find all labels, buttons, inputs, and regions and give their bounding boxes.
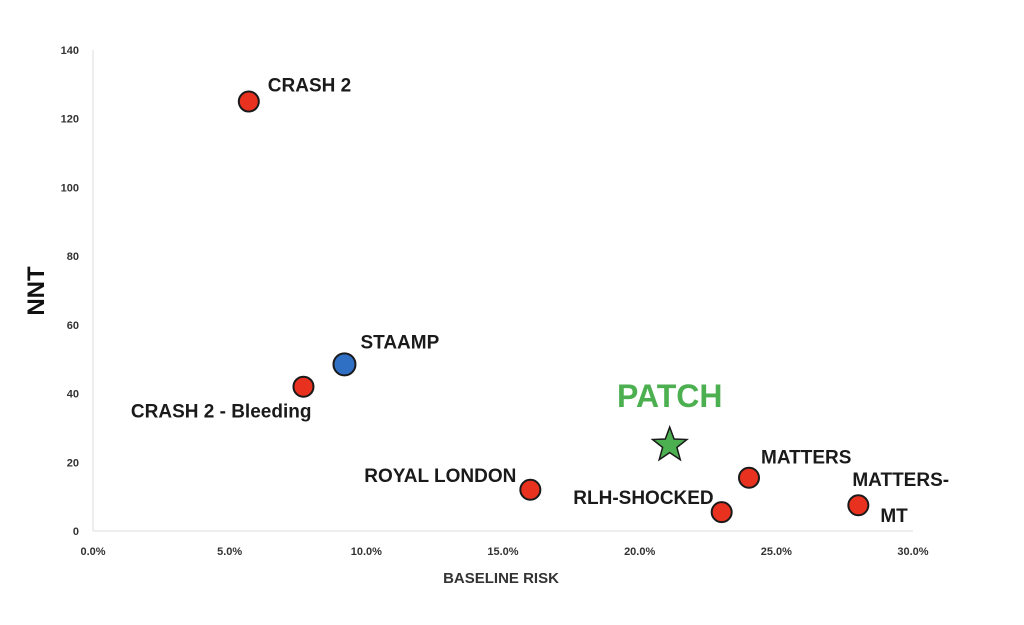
point-crash-2 xyxy=(237,90,260,113)
point-royal-london xyxy=(519,478,542,501)
point-label-matters-mt-line2: MT xyxy=(880,506,908,527)
point-crash-2-bleeding xyxy=(292,375,315,398)
y-tick-label: 20 xyxy=(67,457,79,469)
point-label-staamp: STAAMP xyxy=(360,332,439,353)
x-tick-label: 5.0% xyxy=(217,546,242,558)
x-tick-label: 30.0% xyxy=(897,546,928,558)
point-patch-star xyxy=(650,424,689,462)
axes xyxy=(92,50,913,532)
point-rlh-shocked xyxy=(710,501,733,524)
y-axis-title: NNT xyxy=(23,266,50,316)
y-tick-label: 120 xyxy=(61,114,79,126)
y-tick-labels: 0 20 40 60 80 100 120 140 xyxy=(61,45,79,538)
point-matters xyxy=(738,466,760,489)
x-tick-label: 0.0% xyxy=(80,546,105,558)
point-label-matters-mt-line1: MATTERS- xyxy=(852,470,949,491)
x-tick-label: 20.0% xyxy=(624,546,655,558)
x-tick-label: 10.0% xyxy=(351,546,382,558)
y-tick-label: 40 xyxy=(67,389,79,401)
y-tick-label: 80 xyxy=(67,251,79,263)
point-label-royal-london: ROYAL LONDON xyxy=(364,466,516,487)
x-tick-label: 15.0% xyxy=(487,546,518,558)
point-label-patch: PATCH xyxy=(617,378,722,414)
x-tick-labels: 0.0% 5.0% 10.0% 15.0% 20.0% 25.0% 30.0% xyxy=(80,546,928,558)
data-points xyxy=(237,90,870,524)
y-tick-label: 0 xyxy=(73,526,79,538)
x-tick-label: 25.0% xyxy=(761,546,792,558)
point-label-rlh-shocked: RLH-SHOCKED xyxy=(573,488,713,509)
point-matters-mt xyxy=(847,494,870,517)
y-tick-label: 60 xyxy=(67,320,79,332)
x-axis-title: BASELINE RISK xyxy=(443,570,559,587)
point-label-crash-2: CRASH 2 xyxy=(268,76,351,97)
y-tick-label: 140 xyxy=(61,45,79,57)
point-label-crash-2-bleeding: CRASH 2 - Bleeding xyxy=(131,402,312,423)
y-tick-label: 100 xyxy=(61,182,79,194)
point-staamp xyxy=(332,352,357,377)
point-label-matters: MATTERS xyxy=(761,448,851,469)
point-labels: CRASH 2 CRASH 2 - Bleeding STAAMP ROYAL LON… xyxy=(131,76,949,528)
